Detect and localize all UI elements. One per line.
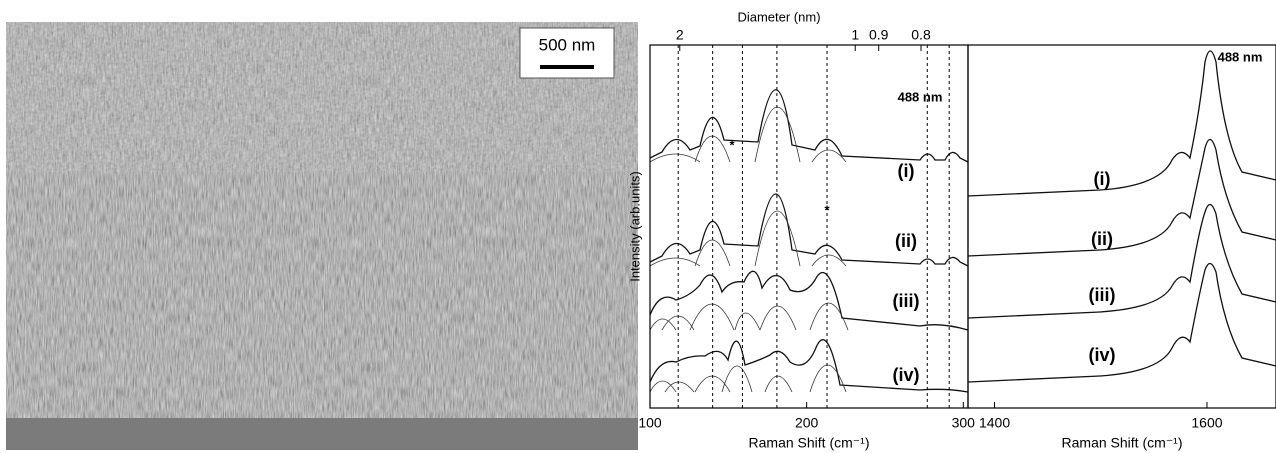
spectrum-label: (ii): [895, 231, 917, 251]
spectrum-label: (i): [1094, 169, 1111, 189]
sem-image: 500 nm: [6, 22, 638, 450]
plot-frame: [967, 44, 1276, 409]
scale-bar: [540, 65, 594, 69]
spectrum-label: (iii): [1089, 285, 1116, 305]
spectrum-label: (ii): [1091, 229, 1113, 249]
x-tick-label: 300: [952, 415, 976, 431]
laser-label: 488 nm: [898, 89, 943, 104]
top-tick-label: 0.8: [911, 27, 931, 43]
x-tick-label: 200: [795, 415, 819, 431]
x-tick-label: 1600: [1191, 415, 1222, 431]
scale-bar-label: 500 nm: [539, 35, 596, 54]
peak-annotation: *: [729, 137, 735, 152]
rbm-spectra: [649, 89, 969, 393]
g-band-spectra: [967, 50, 1276, 383]
x-tick-label: 100: [638, 415, 662, 431]
top-tick-label: 1: [851, 27, 859, 43]
spectrum-label: (iv): [893, 365, 920, 385]
peak-annotation: *: [824, 202, 830, 217]
spectrum-label: (i): [898, 161, 915, 181]
top-axis-label: Diameter (nm): [737, 9, 820, 24]
laser-label: 488 nm: [1218, 49, 1263, 64]
x-axis-label: Raman Shift (cm⁻¹): [749, 435, 870, 451]
y-axis-label: Intensity (arb.units): [627, 171, 642, 282]
x-axis-label: Raman Shift (cm⁻¹): [1062, 435, 1183, 451]
scale-bar-box: [519, 27, 615, 79]
top-tick-label: 0.9: [869, 27, 889, 43]
spectrum-label: (iv): [1089, 345, 1116, 365]
x-tick-label: 1400: [979, 415, 1010, 431]
top-tick-label: 2: [676, 27, 684, 43]
spectrum-label: (iii): [893, 291, 920, 311]
